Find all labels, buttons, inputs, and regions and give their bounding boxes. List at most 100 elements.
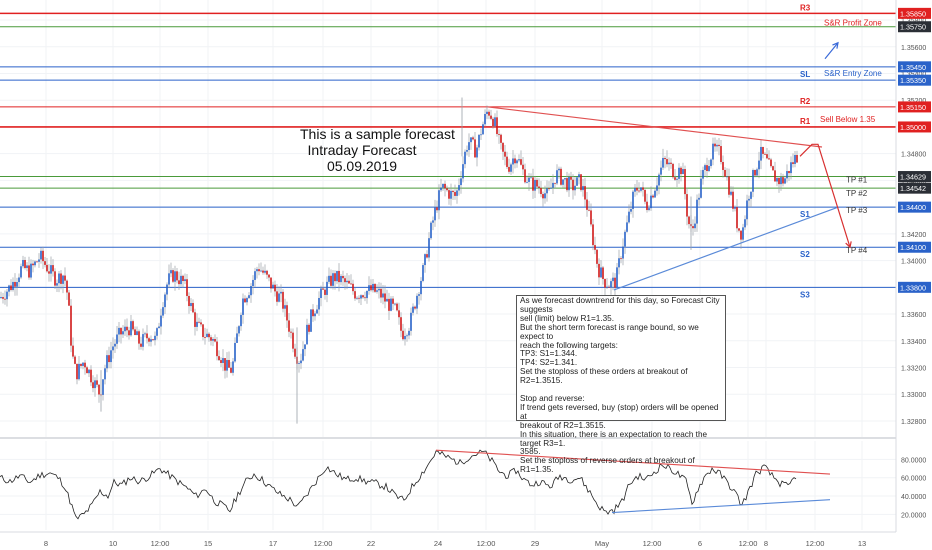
- candle-body: [430, 222, 432, 239]
- candle-body: [428, 238, 430, 258]
- time-tick-label: 12:00: [643, 539, 662, 548]
- price-tick-label: 1.35600: [901, 45, 926, 52]
- candle-body: [62, 275, 64, 284]
- candle-body: [474, 139, 476, 158]
- candle-body: [56, 283, 58, 286]
- candle-body: [468, 142, 470, 151]
- candle-body: [704, 165, 706, 170]
- candle-body: [768, 158, 770, 160]
- candle-body: [288, 320, 290, 332]
- candle-body: [214, 338, 216, 342]
- price-label: 1.34400: [900, 203, 926, 212]
- level-label: SL: [800, 70, 810, 79]
- forecast-note: As we forecast downtrend for this day, s…: [516, 295, 726, 474]
- candle-body: [450, 190, 452, 199]
- candle-body: [328, 275, 330, 282]
- candle-body: [212, 338, 214, 341]
- candle-body: [172, 270, 174, 282]
- candle-body: [620, 258, 622, 260]
- candle-body: [562, 179, 564, 185]
- candle-body: [540, 187, 542, 195]
- candle-body: [550, 187, 552, 189]
- price-label-bg: [898, 241, 931, 253]
- candle-body: [436, 207, 438, 211]
- price-label: 1.33800: [900, 283, 926, 292]
- candle-body: [446, 188, 448, 191]
- candle-body: [568, 176, 570, 191]
- level-note: S&R Profit Zone: [824, 18, 882, 27]
- candle-body: [692, 226, 694, 229]
- candle-body: [338, 270, 340, 283]
- candle-body: [794, 154, 796, 164]
- candle-body: [482, 124, 484, 135]
- candle-body: [440, 187, 442, 191]
- candle-body: [758, 160, 760, 170]
- price-tick-label: 1.33400: [901, 339, 926, 346]
- candle-body: [140, 343, 142, 347]
- candle-body: [238, 326, 240, 334]
- candle-body: [476, 147, 478, 158]
- candle-body: [462, 164, 464, 179]
- candle-body: [384, 293, 386, 302]
- candle-body: [492, 118, 494, 127]
- candle-body: [630, 209, 632, 212]
- note-line: TP3: S1=1.344.: [520, 349, 578, 359]
- candle-body: [676, 178, 678, 180]
- candle-body: [604, 278, 606, 288]
- candle-body: [298, 363, 300, 364]
- price-label-bg: [898, 7, 931, 19]
- candle-body: [294, 348, 296, 357]
- candle-body: [356, 297, 358, 299]
- candle-body: [734, 207, 736, 209]
- candle-body: [662, 157, 664, 168]
- candle-body: [54, 271, 56, 286]
- candle-body: [264, 270, 266, 273]
- candle-body: [64, 275, 66, 281]
- candle-body: [42, 250, 44, 262]
- candle-body: [700, 178, 702, 198]
- candle-body: [466, 150, 468, 152]
- candle-body: [410, 312, 412, 331]
- candle-body: [46, 264, 48, 272]
- candle-body: [382, 293, 384, 298]
- forecast-title: This is a sample forecast Intraday Forec…: [300, 126, 455, 174]
- candle-body: [114, 343, 116, 347]
- candle-body: [770, 159, 772, 167]
- candle-body: [266, 270, 268, 275]
- candle-body: [380, 288, 382, 298]
- candle-body: [710, 159, 712, 167]
- candle-body: [254, 271, 256, 280]
- candle-body: [566, 178, 568, 191]
- candle-body: [6, 291, 8, 300]
- candle-body: [456, 190, 458, 196]
- candle-body: [772, 166, 774, 171]
- candle-body: [206, 333, 208, 338]
- candle-body: [126, 326, 128, 331]
- candle-body: [666, 159, 668, 165]
- candle-body: [452, 190, 454, 193]
- candle-body: [416, 295, 418, 309]
- candle-body: [490, 115, 492, 119]
- candle-body: [392, 298, 394, 304]
- price-label: 1.35850: [900, 9, 926, 18]
- candle-body: [216, 341, 218, 357]
- note-line: But the short term forecast is range bou…: [520, 322, 702, 341]
- level-note: S&R Entry Zone: [824, 69, 882, 78]
- candle-body: [512, 158, 514, 165]
- candle-body: [404, 335, 406, 340]
- candle-body: [486, 111, 488, 114]
- candle-body: [368, 285, 370, 291]
- price-tick-label: 1.32800: [901, 419, 926, 426]
- level-label: R2: [800, 97, 811, 106]
- candle-body: [520, 159, 522, 165]
- price-label: 1.35000: [900, 123, 926, 132]
- candle-body: [582, 186, 584, 191]
- candle-body: [518, 159, 520, 161]
- candle-body: [52, 265, 54, 272]
- candle-body: [774, 170, 776, 182]
- candle-body: [174, 271, 176, 282]
- rsi-tick-label: 60.0000: [901, 476, 926, 483]
- candle-body: [608, 286, 610, 288]
- candle-body: [12, 281, 14, 291]
- candle-body: [460, 178, 462, 186]
